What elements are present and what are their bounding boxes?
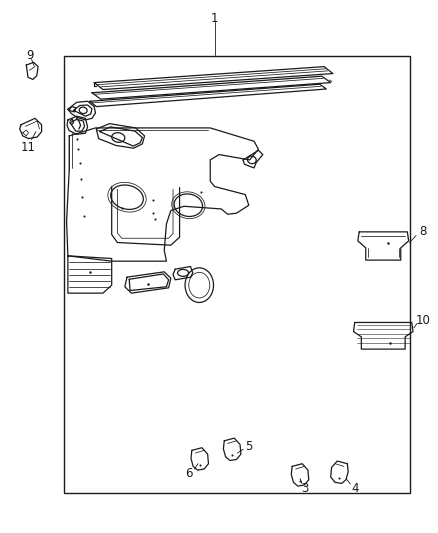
Text: 11: 11 xyxy=(21,141,36,154)
Text: 10: 10 xyxy=(415,314,430,327)
Text: 1: 1 xyxy=(211,12,219,25)
Bar xyxy=(64,56,410,493)
Text: 4: 4 xyxy=(351,482,359,495)
Text: 8: 8 xyxy=(419,225,426,238)
Text: 3: 3 xyxy=(301,482,308,495)
Text: 9: 9 xyxy=(26,49,34,62)
Text: 5: 5 xyxy=(245,440,252,453)
Text: 6: 6 xyxy=(185,467,193,480)
